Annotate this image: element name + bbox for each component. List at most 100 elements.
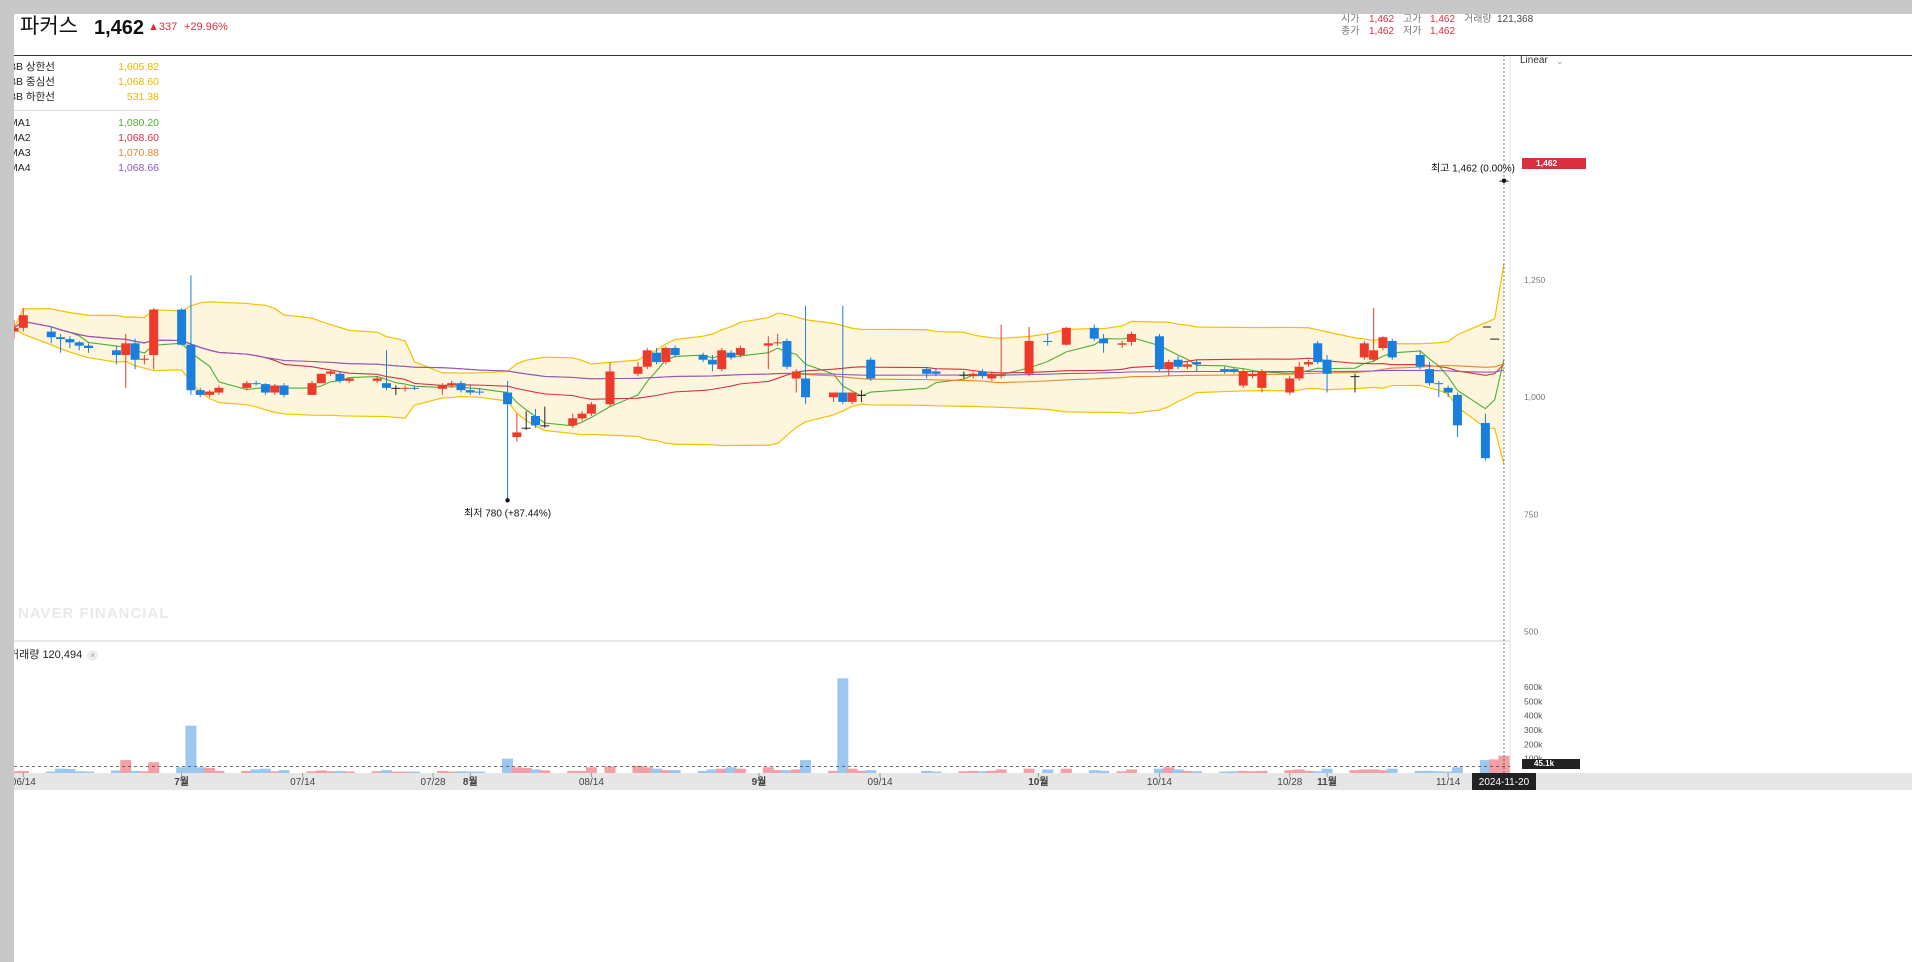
candle-body <box>1164 362 1174 370</box>
volume-tick-label: 200k <box>1524 739 1543 749</box>
x-tick-label: 07/28 <box>421 777 446 788</box>
close-icon[interactable]: × <box>87 649 99 661</box>
candle-body <box>1443 387 1453 393</box>
candle-body <box>1490 338 1500 340</box>
candle <box>177 308 187 346</box>
candle-body <box>856 394 866 396</box>
candle <box>829 392 838 402</box>
candle <box>186 275 196 395</box>
candle-body <box>326 371 336 374</box>
volume-bar <box>455 771 467 773</box>
volume-bar <box>185 725 197 773</box>
candle <box>987 371 997 381</box>
volume-bar <box>772 770 784 773</box>
volume-bar <box>855 770 867 773</box>
volume-bar <box>129 770 141 773</box>
volume-bar <box>1098 770 1110 773</box>
candle <box>931 368 941 377</box>
chevron-down-icon[interactable]: ⌄ <box>1556 56 1564 66</box>
candle-body <box>540 425 550 427</box>
candle <box>763 336 773 370</box>
candle-body <box>707 359 717 365</box>
volume-bar <box>1489 759 1501 773</box>
annotations: 최고 1,462 (0.00%) 최저 780 (+87.44%) <box>464 163 1515 520</box>
header-bar: 파커스 1,462 ▲337 +29.96% 시가 1,462 고가 1,462… <box>14 14 1912 56</box>
volume-tick-label: 100k <box>1524 754 1543 764</box>
price-chart[interactable]: 06/14 7월 07/14 07/28 8월 08/14 9월 09/14 10월 10/14 1… <box>14 14 1912 962</box>
low-value: 1,462 <box>1430 26 1456 37</box>
price-change: ▲337 <box>148 19 177 35</box>
low-label: 저가 <box>1403 26 1422 37</box>
candle <box>735 345 745 358</box>
stock-name[interactable]: 파커스 <box>20 15 78 38</box>
scale-mode-button[interactable]: Linear <box>1520 55 1548 66</box>
volume-bar <box>474 771 486 773</box>
candle <box>661 346 671 365</box>
candle-body <box>242 383 252 388</box>
candle-body <box>633 366 643 374</box>
candle <box>1313 340 1323 365</box>
volume-bar <box>1126 769 1137 773</box>
candle <box>1173 355 1183 370</box>
candle <box>65 336 75 348</box>
legend-ma2[interactable]: MA21,068.60 <box>14 132 159 144</box>
candle <box>409 385 419 391</box>
candle <box>382 350 391 391</box>
legend-ma1[interactable]: MA11,080.20 <box>14 117 159 129</box>
bb-fill <box>14 263 1504 465</box>
low-marker <box>505 498 510 503</box>
candle-body <box>447 383 457 386</box>
candle-body <box>1313 343 1323 363</box>
candle-body <box>996 374 1006 377</box>
volume-bar <box>539 770 551 773</box>
candle-body <box>214 387 224 393</box>
x-tick-label: 8월 <box>463 776 478 788</box>
volume-bar <box>1433 771 1445 773</box>
candle-body <box>465 390 475 393</box>
bb-upper-line <box>14 263 1505 374</box>
volume-bar <box>1293 769 1305 773</box>
volume-bar <box>511 767 523 773</box>
volume-bar <box>977 771 988 773</box>
candle <box>1350 373 1360 393</box>
candle <box>56 333 66 353</box>
candle-body <box>456 383 466 391</box>
volume-bar <box>204 767 216 773</box>
volume-bar <box>148 762 160 773</box>
volume-bar <box>520 767 532 773</box>
volume-bar <box>278 770 290 773</box>
candle <box>335 371 345 384</box>
candle <box>978 369 987 379</box>
open-label: 시가 <box>1341 14 1360 25</box>
x-tick-label: 9월 <box>752 776 767 788</box>
candle-body <box>195 390 205 395</box>
legend-ma3[interactable]: MA31,070.88 <box>14 147 159 159</box>
candle <box>633 362 643 377</box>
candle-body <box>251 383 261 385</box>
candle <box>1303 359 1313 367</box>
candle <box>1154 333 1164 372</box>
candle-body <box>931 371 941 374</box>
candle-body <box>1425 369 1434 384</box>
legend-ma4[interactable]: MA41,068.66 <box>14 162 159 174</box>
candle-body <box>968 373 978 377</box>
candle <box>707 355 717 372</box>
candle <box>1322 355 1332 393</box>
candle <box>326 370 336 377</box>
candle <box>996 324 1006 379</box>
price-change-value: 337 <box>158 21 178 33</box>
volume-bar <box>446 771 458 773</box>
candle <box>1452 392 1462 438</box>
candle <box>1480 413 1490 461</box>
axes: 06/14 7월 07/14 07/28 8월 08/14 9월 09/14 10월 10/14 1… <box>14 55 1912 790</box>
volume-bar <box>1424 770 1435 773</box>
high-marker <box>1501 178 1507 183</box>
volume-bar <box>1256 770 1268 773</box>
candle-body <box>1043 340 1053 342</box>
candle <box>205 390 215 398</box>
open-value: 1,462 <box>1369 14 1395 25</box>
candle-body <box>46 331 56 338</box>
